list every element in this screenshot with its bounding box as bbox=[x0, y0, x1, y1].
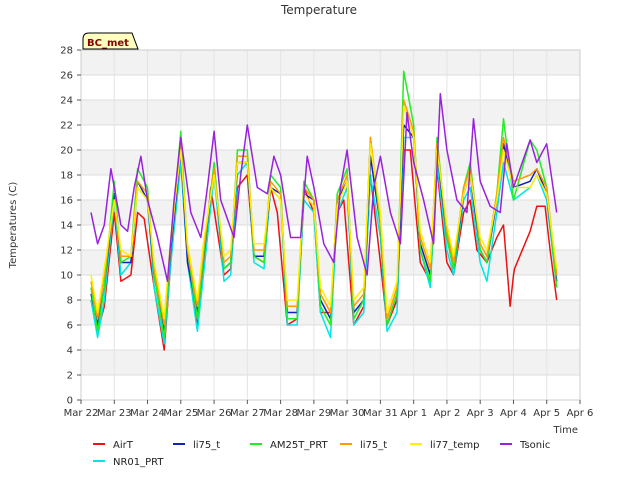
x-tick-label: Mar 24 bbox=[130, 408, 165, 419]
y-tick-label: 16 bbox=[60, 196, 73, 207]
plot-band bbox=[81, 200, 580, 225]
x-tick-label: Apr 4 bbox=[500, 408, 527, 419]
legend: AirT li75_t AM25T_PRT li75_t li77_temp Tsonic… bbox=[93, 440, 550, 468]
y-tick-label: 8 bbox=[67, 296, 73, 307]
plot-band bbox=[81, 375, 580, 400]
y-tick-label: 18 bbox=[60, 171, 73, 182]
series-line-6 bbox=[90, 93, 558, 283]
x-tick-label: Mar 27 bbox=[230, 408, 265, 419]
legend-label: AM25T_PRT bbox=[270, 440, 329, 451]
plot-band bbox=[81, 350, 580, 375]
plot-band bbox=[81, 75, 580, 100]
legend-label: Tsonic bbox=[519, 440, 550, 451]
x-tick-label: Apr 5 bbox=[533, 408, 560, 419]
plot-band bbox=[81, 150, 580, 175]
y-tick-label: 6 bbox=[67, 321, 73, 332]
station-badge: BC_met bbox=[82, 32, 139, 50]
y-tick-label: 4 bbox=[67, 346, 73, 357]
x-tick-label: Mar 23 bbox=[97, 408, 132, 419]
x-tick-label: Mar 25 bbox=[163, 408, 198, 419]
y-tick-label: 12 bbox=[60, 246, 73, 257]
plot-band bbox=[81, 175, 580, 200]
legend-label: NR01_PRT bbox=[113, 457, 164, 468]
y-tick-label: 22 bbox=[60, 121, 73, 132]
plot-band bbox=[81, 100, 580, 125]
series-layer bbox=[90, 70, 558, 351]
x-tick-label: Apr 1 bbox=[400, 408, 427, 419]
y-tick-label: 14 bbox=[60, 221, 73, 232]
x-tick-label: Apr 2 bbox=[434, 408, 461, 419]
y-tick-label: 26 bbox=[60, 71, 73, 82]
x-tick-label: Mar 22 bbox=[64, 408, 99, 419]
plot-band bbox=[81, 125, 580, 150]
x-tick-label: Mar 28 bbox=[263, 408, 298, 419]
y-tick-label: 2 bbox=[67, 371, 73, 382]
x-tick-label: Mar 31 bbox=[363, 408, 398, 419]
y-tick-label: 24 bbox=[60, 96, 73, 107]
y-tick-label: 10 bbox=[60, 271, 73, 282]
legend-label: li75_t bbox=[193, 440, 220, 451]
x-tick-label: Mar 30 bbox=[330, 408, 365, 419]
y-axis-title: Temperatures (C) bbox=[8, 182, 19, 270]
station-badge-shape bbox=[82, 32, 139, 50]
y-tick-label: 0 bbox=[67, 396, 73, 407]
plot-band bbox=[81, 50, 580, 75]
x-tick-label: Mar 29 bbox=[296, 408, 331, 419]
y-tick-label: 20 bbox=[60, 146, 73, 157]
station-badge-label: BC_met bbox=[87, 38, 129, 49]
x-axis-title: Time bbox=[553, 425, 578, 436]
chart-title: Temperature bbox=[280, 3, 357, 17]
x-tick-label: Apr 6 bbox=[567, 408, 594, 419]
plot-band bbox=[81, 250, 580, 275]
legend-label: li75_t bbox=[360, 440, 387, 451]
y-tick-label: 28 bbox=[60, 46, 73, 57]
x-tick-label: Apr 3 bbox=[467, 408, 494, 419]
x-tick-label: Mar 26 bbox=[197, 408, 232, 419]
legend-label: AirT bbox=[113, 440, 134, 451]
legend-label: li77_temp bbox=[430, 440, 479, 451]
